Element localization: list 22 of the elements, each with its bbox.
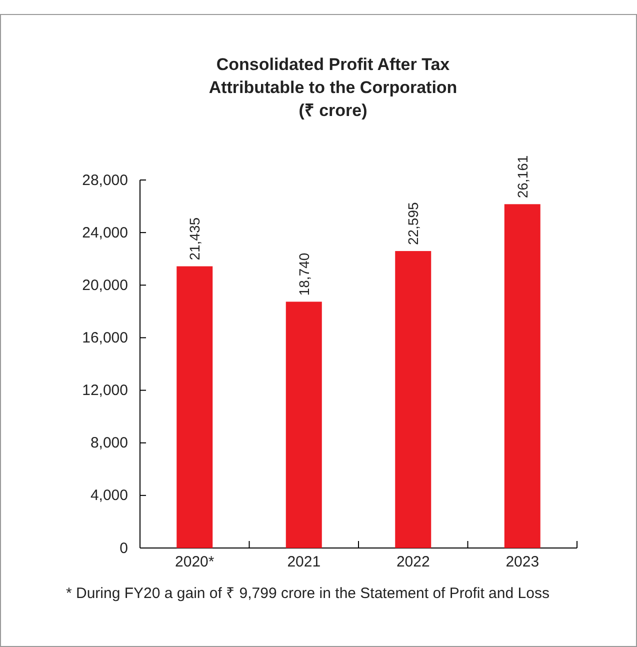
y-tick-label: 0 [120,540,128,557]
data-label: 18,740 [296,252,312,296]
y-tick-label: 20,000 [82,276,128,294]
data-label: 21,435 [186,217,203,260]
bar [504,204,540,548]
data-label: 26,161 [514,155,530,198]
bar [395,251,432,548]
x-tick-label: 2020* [175,554,214,571]
chart-title: Consolidated Profit After Tax Attributable to the Corporation (₹ crore) [208,55,458,120]
x-tick-label: 2022 [396,554,430,571]
y-tick-label: 24,000 [82,224,128,242]
y-tick-label: 16,000 [82,330,128,347]
text: * During FY20 a gain of ₹ 9,799 crore in the Statement of Profit and Loss [66,585,550,602]
x-tick-label: 2023 [506,554,540,571]
y-tick-label: 8,000 [90,434,128,452]
y-tick-label: 4,000 [90,487,128,504]
data-label: 22,595 [405,202,422,246]
x-tick-label: 2021 [287,554,321,571]
bar [176,266,213,548]
bar [286,302,322,548]
y-tick-label: 28,000 [82,172,128,189]
y-tick-label: 12,000 [82,382,128,400]
